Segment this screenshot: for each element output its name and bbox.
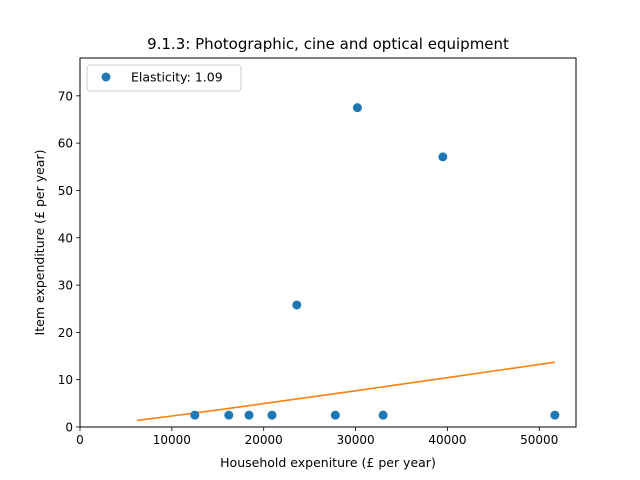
data-point [378, 410, 388, 420]
y-axis-label: Item expenditure (£ per year) [32, 150, 47, 336]
legend-marker [101, 72, 111, 82]
y-axis: 0 10 20 30 40 50 60 70 [58, 89, 80, 435]
x-tick-label: 10000 [153, 433, 191, 447]
y-tick-label: 0 [65, 421, 73, 435]
data-point [550, 410, 560, 420]
plot-area [136, 103, 560, 422]
x-tick-label: 50000 [520, 433, 558, 447]
x-axis-label: Household expeniture (£ per year) [220, 455, 436, 470]
y-tick-label: 60 [58, 137, 73, 151]
legend-box [86, 64, 242, 92]
data-point [267, 410, 277, 420]
data-point [244, 410, 254, 420]
y-tick-label: 20 [58, 326, 73, 340]
x-tick-label: 0 [76, 433, 84, 447]
data-point [224, 410, 234, 420]
x-tick-label: 20000 [245, 433, 283, 447]
data-point [330, 410, 340, 420]
data-point [352, 103, 362, 113]
axes-frame [79, 57, 577, 428]
legend-label: Elasticity: 1.09 [131, 70, 223, 85]
y-tick-label: 30 [58, 279, 73, 293]
x-tick-label: 30000 [336, 433, 374, 447]
fit-line [136, 361, 556, 422]
data-point [292, 300, 302, 310]
chart-title: 9.1.3: Photographic, cine and optical eq… [147, 35, 509, 53]
x-axis: 0 10000 20000 30000 40000 50000 [76, 427, 558, 447]
data-point [438, 152, 448, 162]
y-tick-label: 70 [58, 89, 73, 103]
y-tick-label: 50 [58, 184, 73, 198]
data-point [190, 410, 200, 420]
y-tick-label: 40 [58, 231, 73, 245]
x-tick-label: 40000 [428, 433, 466, 447]
y-tick-label: 10 [58, 373, 73, 387]
legend: Elasticity: 1.09 [86, 64, 242, 92]
